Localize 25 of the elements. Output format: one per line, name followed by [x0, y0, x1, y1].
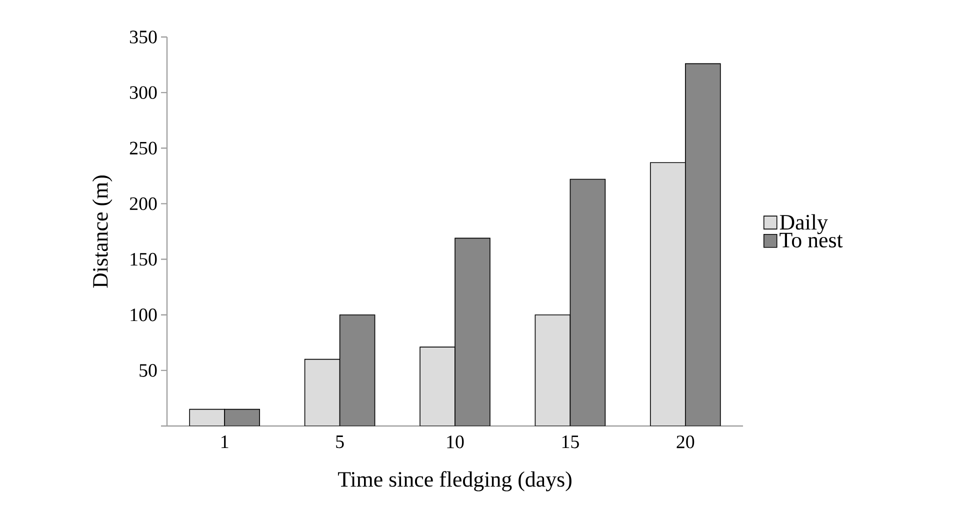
bar — [685, 63, 721, 426]
x-tick-label: 1 — [222, 436, 228, 448]
legend-label: Daily — [780, 214, 828, 234]
y-tick-label: 350 — [130, 30, 157, 44]
x-tick-label: 5 — [336, 436, 344, 448]
y-tick-label: 50 — [140, 364, 157, 377]
y-tick-label: 100 — [130, 308, 157, 322]
y-axis-title: Distance (m) — [92, 176, 112, 288]
bar — [454, 238, 490, 426]
bar — [650, 162, 686, 426]
x-tick-label: 20 — [676, 436, 694, 448]
y-tick-label: 150 — [130, 252, 157, 266]
bar — [224, 408, 260, 426]
y-tick-label: 300 — [130, 86, 157, 99]
y-tick-label: 200 — [130, 197, 157, 210]
bar — [189, 408, 225, 426]
bar — [339, 314, 376, 426]
x-tick-label: 15 — [562, 436, 579, 448]
y-tick-label: 250 — [130, 142, 157, 155]
bar — [570, 178, 606, 426]
x-tick-label: 10 — [447, 436, 464, 448]
bar — [304, 358, 340, 426]
bar — [534, 314, 571, 426]
bar — [420, 346, 456, 426]
x-axis-title: Time since fledging (days) — [338, 471, 572, 492]
